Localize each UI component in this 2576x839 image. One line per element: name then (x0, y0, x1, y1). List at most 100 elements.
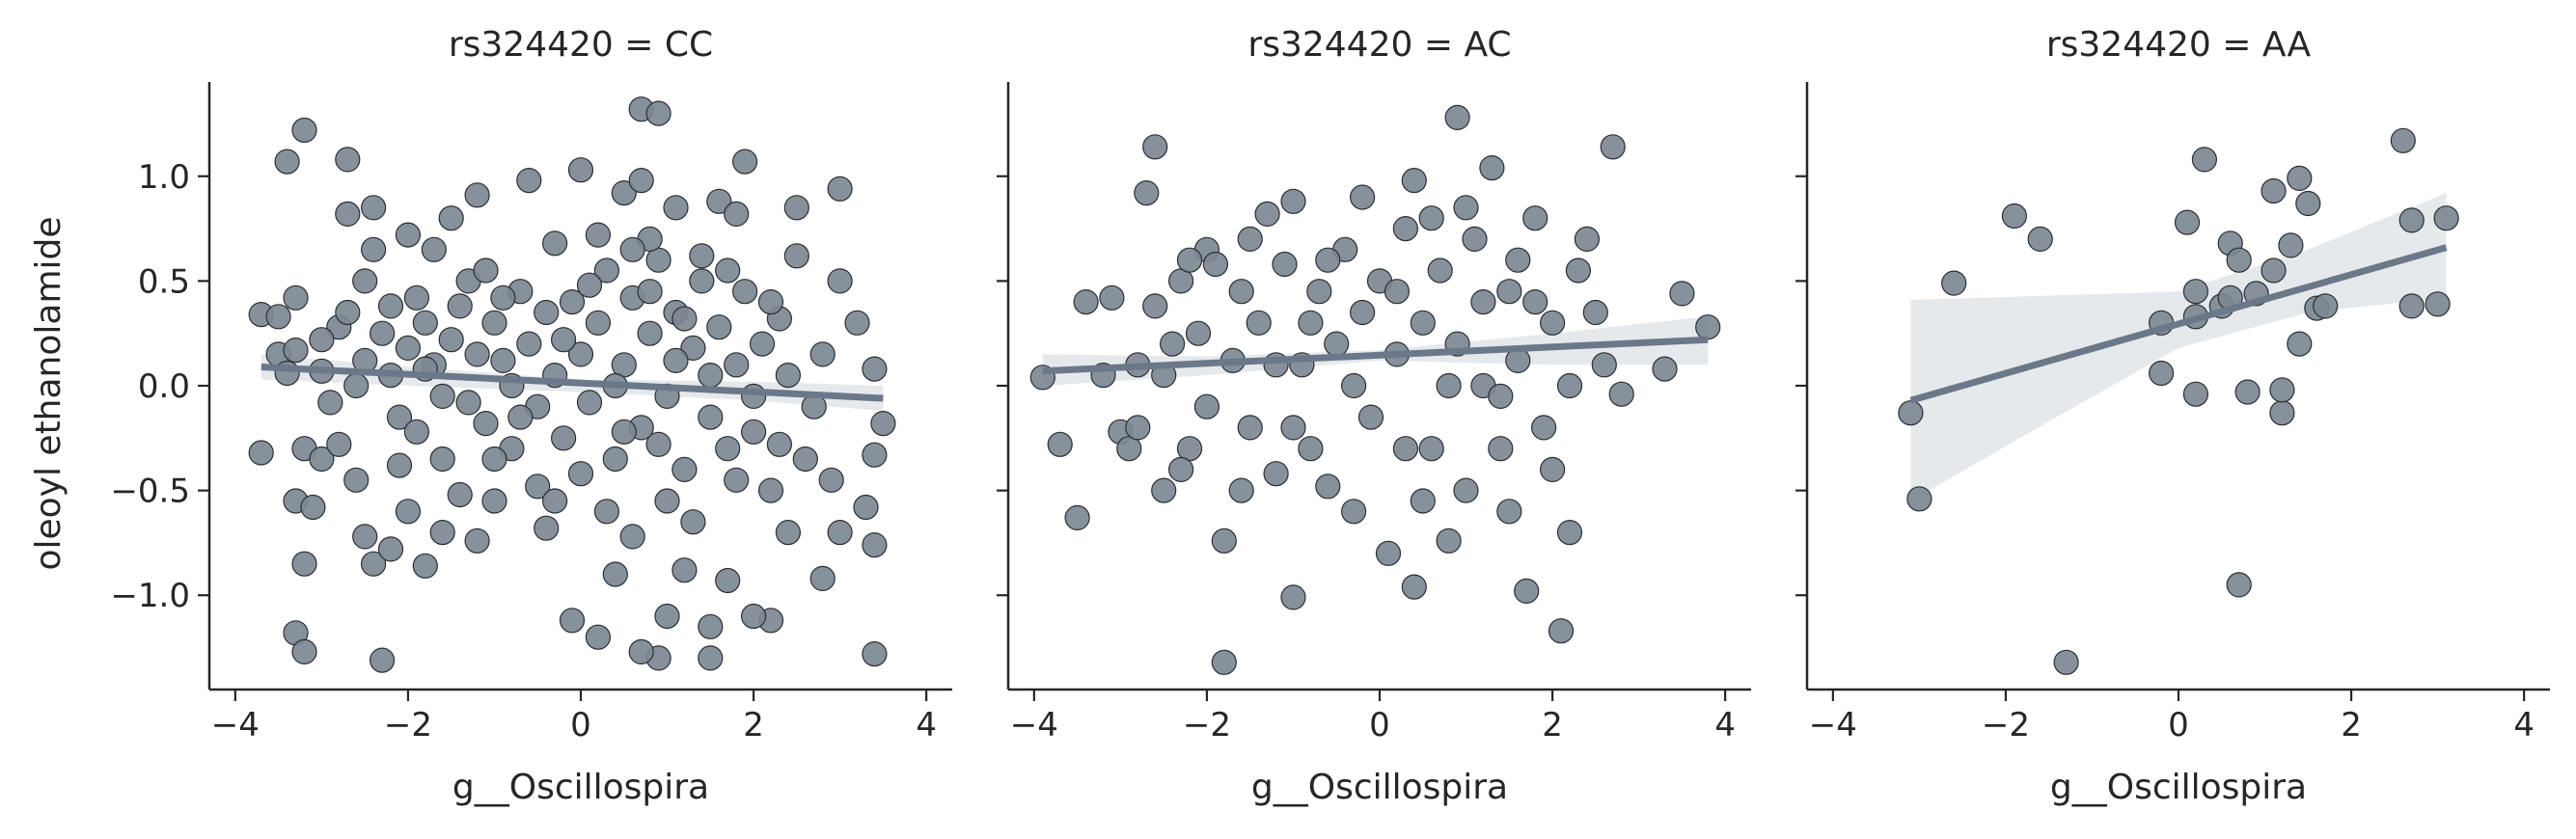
data-point (352, 524, 378, 550)
data-point (611, 180, 637, 206)
data-point (1410, 488, 1436, 514)
data-point (2182, 279, 2208, 305)
data-point (724, 352, 750, 378)
data-point (429, 446, 455, 473)
data-point (395, 335, 421, 361)
data-point (567, 341, 594, 367)
data-point (1582, 299, 1608, 326)
data-point (1488, 436, 1514, 462)
regression-line (260, 363, 884, 402)
data-point (2425, 291, 2451, 317)
data-point (1193, 393, 1220, 420)
data-point (1185, 320, 1212, 346)
data-point (2295, 190, 2321, 217)
x-tick-label: 0 (1369, 706, 1390, 744)
data-point (525, 474, 551, 500)
data-point (412, 553, 438, 579)
data-point (1600, 134, 1626, 160)
data-point (1530, 415, 1557, 441)
data-point (731, 149, 758, 175)
data-point (1280, 584, 1306, 610)
x-tick-label: 4 (916, 706, 937, 744)
data-point (2182, 381, 2208, 407)
data-point (386, 452, 413, 478)
data-point (429, 383, 455, 409)
data-point (602, 561, 628, 587)
data-point (671, 557, 698, 583)
data-point (1151, 477, 1177, 503)
data-point (585, 310, 612, 336)
data-point (792, 446, 818, 473)
data-point (300, 494, 326, 521)
data-point (671, 456, 698, 482)
data-point (1906, 486, 1932, 512)
data-point (1401, 574, 1427, 600)
data-point (1695, 314, 1721, 340)
data-point (1228, 279, 1254, 305)
data-point (1522, 205, 1548, 231)
data-point (654, 488, 680, 514)
data-point (1608, 381, 1634, 407)
data-point (1306, 279, 1332, 305)
data-point (1669, 281, 1695, 307)
data-point (1436, 528, 1462, 554)
data-point (706, 314, 732, 340)
data-point (2269, 377, 2295, 403)
data-point (1565, 257, 1592, 284)
data-point (343, 467, 370, 493)
data-point (403, 419, 429, 445)
data-point (576, 272, 603, 298)
data-point (757, 477, 784, 503)
data-point (1392, 436, 1419, 462)
data-point (1479, 155, 1505, 181)
data-point (1591, 352, 1617, 378)
data-point (1514, 578, 1540, 605)
data-point (412, 310, 438, 336)
data-point (1246, 310, 1272, 336)
data-point (2027, 226, 2053, 252)
data-point (1488, 383, 1514, 409)
data-point (775, 363, 802, 389)
facet-panel-1: −4 −2 0 2 4 −1.0 −0.5 0.0 0.5 1.0 rs324420 = CC g__… (110, 25, 952, 807)
data-point (645, 431, 671, 457)
data-point (1263, 461, 1289, 487)
data-point (1272, 251, 1298, 278)
data-point (361, 551, 387, 577)
x-tick-label: 0 (570, 706, 591, 744)
data-point (541, 230, 568, 257)
data-point (1159, 331, 1186, 357)
data-point (1652, 356, 1678, 382)
data-point (1462, 226, 1488, 252)
data-point (1298, 436, 1324, 462)
data-point (749, 331, 776, 357)
data-point (1315, 474, 1341, 500)
data-point (1099, 284, 1125, 311)
data-point (844, 310, 870, 336)
x-axis-label: g__Oscillospira (452, 768, 709, 807)
x-tick-label: −4 (211, 706, 260, 744)
x-tick-label: 2 (743, 706, 764, 744)
facet-title: rs324420 = AC (1247, 25, 1511, 65)
data-point (775, 519, 802, 546)
data-point (455, 390, 481, 416)
x-tick-label: 4 (1714, 706, 1736, 744)
data-point (1444, 104, 1470, 131)
data-point (1047, 431, 1073, 457)
data-point (1574, 226, 1601, 252)
data-point (715, 436, 741, 462)
x-axis-label: g__Oscillospira (1251, 768, 1508, 807)
data-point (447, 481, 473, 508)
facet-title: rs324420 = AA (2046, 25, 2312, 65)
data-point (698, 404, 724, 430)
data-point (862, 356, 888, 382)
facet-panel-2: −4 −2 0 2 4 rs324420 = AC g__Oscillospira (997, 25, 1751, 807)
data-point (1254, 201, 1280, 227)
data-point (2174, 209, 2201, 235)
data-point (602, 446, 628, 473)
data-point (1375, 540, 1402, 566)
data-point (481, 446, 507, 473)
data-point (637, 320, 663, 346)
data-point (576, 390, 603, 416)
data-point (2261, 177, 2287, 204)
